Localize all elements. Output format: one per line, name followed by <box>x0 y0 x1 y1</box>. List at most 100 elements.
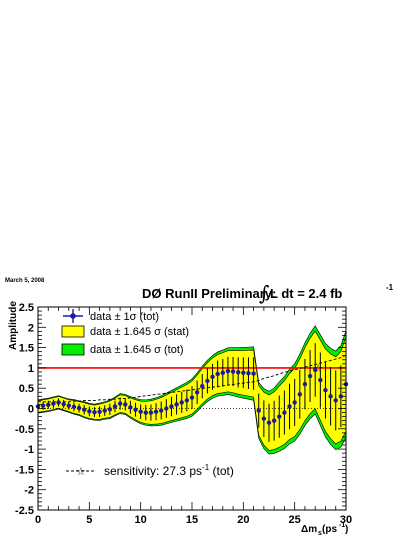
point-marker <box>323 388 328 393</box>
data-point <box>82 404 87 415</box>
data-point <box>61 399 66 409</box>
y-axis-title: Amplitude <box>8 301 19 350</box>
data-point <box>318 352 323 408</box>
y-tick-label: 2.5 <box>19 302 34 314</box>
point-marker <box>159 408 164 413</box>
data-point <box>297 369 302 419</box>
point-marker <box>333 398 338 403</box>
x-tick-label: 10 <box>135 514 147 526</box>
point-marker <box>71 404 77 410</box>
data-point <box>66 401 72 410</box>
point-marker <box>302 381 308 387</box>
star-marker-icon: ☆ <box>76 465 86 478</box>
point-marker <box>61 401 66 407</box>
y-tick-label: 0.5 <box>19 383 34 395</box>
data-point <box>266 403 272 442</box>
point-marker <box>338 394 344 399</box>
x-tick-label: 25 <box>289 514 301 526</box>
data-point <box>194 380 200 405</box>
data-point <box>87 406 92 417</box>
data-point <box>133 402 138 417</box>
point-marker <box>246 370 251 376</box>
y-tick-label: 2 <box>28 322 34 334</box>
integral-sign: ∫ <box>259 281 269 305</box>
chart-title-prefix: DØ RunII Preliminary: <box>142 286 276 301</box>
legend: data ± 1σ (tot) data ± 1.645 σ (stat) da… <box>61 309 189 356</box>
legend-entry-tot: data ± 1.645 σ (tot) <box>61 343 184 356</box>
data-point <box>241 357 246 389</box>
data-point <box>261 400 267 437</box>
data-point <box>210 363 215 390</box>
data-point <box>189 386 195 409</box>
data-point <box>112 400 118 413</box>
y-tick-label: 1 <box>28 363 34 375</box>
axes <box>37 306 347 511</box>
data-point <box>51 399 56 408</box>
svg-text:): ) <box>345 524 348 535</box>
y-tick-label: -2 <box>24 485 34 497</box>
y-tick-label: -0.5 <box>15 424 34 436</box>
point-marker <box>56 400 61 405</box>
point-marker <box>97 409 102 414</box>
point-marker <box>87 409 92 414</box>
point-marker <box>128 405 133 410</box>
data-point <box>225 356 231 386</box>
point-marker <box>251 371 256 376</box>
chart-title-superscript: -1 <box>386 283 394 292</box>
data-point <box>205 368 210 394</box>
point-marker <box>164 406 169 411</box>
y-tick-label: -2.5 <box>15 505 34 517</box>
point-marker <box>66 403 72 408</box>
data-point <box>123 398 128 411</box>
sensitivity-star-icon: ☆ <box>313 362 323 375</box>
point-marker <box>307 373 313 379</box>
x-tick-label: 30 <box>340 514 352 526</box>
data-point <box>179 391 184 413</box>
data-point <box>302 358 308 410</box>
x-tick-label: 5 <box>86 514 92 526</box>
data-point <box>323 361 328 419</box>
sensitivity-label: sensitivity: 27.3 ps-1 (tot) <box>104 463 234 478</box>
point-marker <box>107 407 113 412</box>
sensitivity-curve <box>38 354 347 403</box>
data-points <box>35 343 349 442</box>
tick-labels: 0 5 10 15 20 25 30 -2.5 -2 -1.5 -1 -0.5 0 0.5 1 1.5 2 2.5 <box>15 302 352 526</box>
data-point <box>328 367 333 426</box>
point-marker <box>292 400 297 405</box>
svg-text:(ps: (ps <box>322 524 337 535</box>
date-label: March 5, 2008 <box>5 278 45 284</box>
point-marker <box>46 402 51 408</box>
point-marker <box>112 404 118 409</box>
chart-title-suffix: L dt = 2.4 fb <box>270 286 342 301</box>
y-tick-label: 0 <box>28 404 34 416</box>
point-marker <box>143 410 148 415</box>
svg-text:s: s <box>318 530 322 537</box>
point-marker <box>236 370 241 375</box>
data-point <box>153 403 159 421</box>
point-marker <box>117 401 123 406</box>
legend-entry-stat: data ± 1.645 σ (stat) <box>61 325 189 338</box>
data-point <box>128 400 133 414</box>
data-point <box>71 402 77 412</box>
point-marker <box>210 374 215 380</box>
point-marker <box>225 368 231 374</box>
data-point <box>287 383 292 430</box>
y-tick-label: 1.5 <box>19 343 34 355</box>
data-point <box>92 407 97 418</box>
point-marker <box>205 378 210 384</box>
data-point <box>251 357 256 390</box>
data-point <box>184 389 190 412</box>
data-point <box>271 400 277 441</box>
data-point <box>174 394 179 415</box>
point-marker <box>102 408 107 413</box>
point-marker <box>200 383 205 389</box>
legend-label-stat: data ± 1.645 σ (stat) <box>90 326 189 338</box>
point-marker <box>92 409 97 415</box>
data-point <box>282 390 287 435</box>
point-marker <box>123 402 128 407</box>
point-marker <box>215 371 220 377</box>
data-point <box>215 360 220 388</box>
data-point <box>169 396 174 417</box>
data-point <box>117 397 123 410</box>
